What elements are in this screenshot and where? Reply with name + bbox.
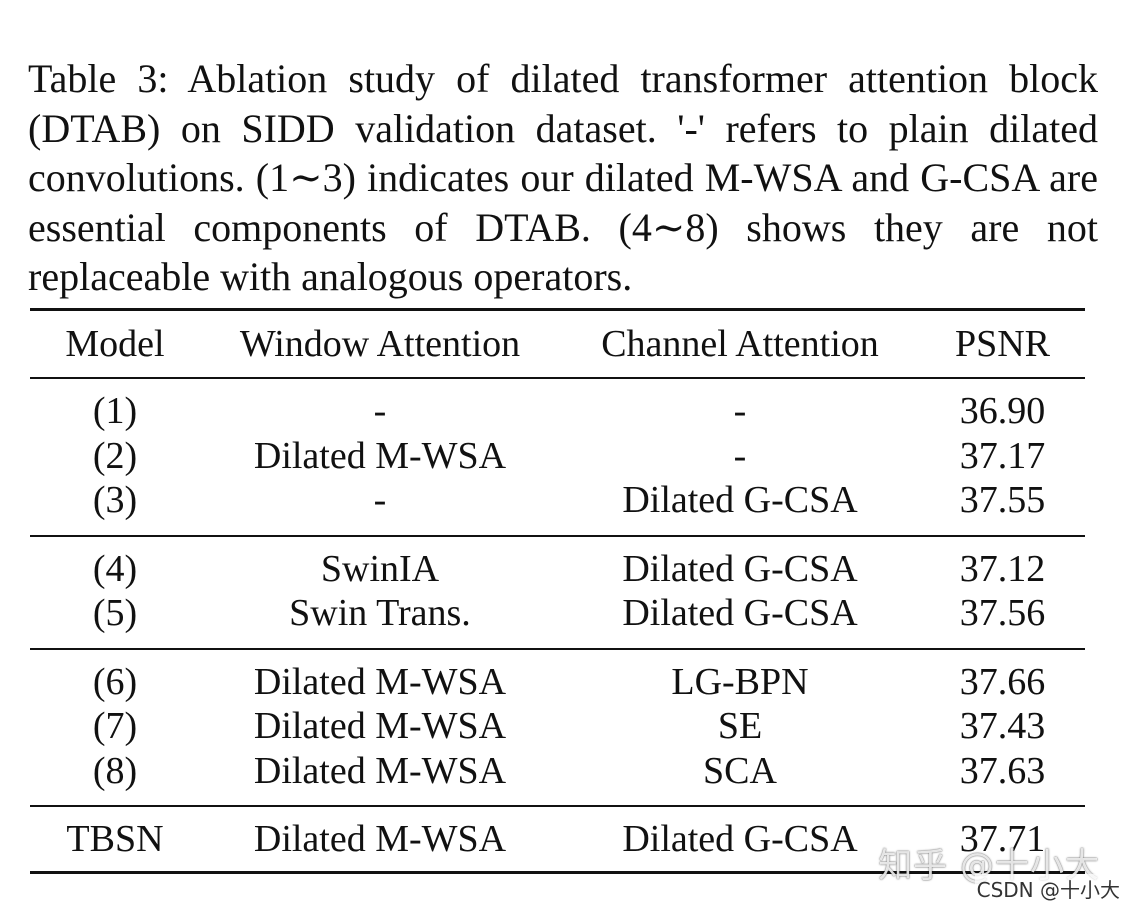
cell-channel-attention: - [733,390,747,432]
cell-channel-attention: - [733,434,747,477]
cell-window-attention: Dilated M-WSA [253,749,507,792]
table-caption: Table 3: Ablation study of dilated trans… [28,56,1098,299]
cell-channel-attention: SCA [703,749,777,792]
cell-psnr: 36.90 [959,390,1046,432]
cell-model: (1) [92,390,138,432]
cell-model: (2) [92,434,138,477]
group-window-replacements: (4) SwinIA Dilated G-CSA 37.12 (5) Swin … [30,536,1085,649]
table-row-final: TBSN Dilated M-WSA Dilated G-CSA 37.71 [30,806,1085,874]
cell-model: (5) [92,592,138,634]
cell-model: TBSN [30,806,200,874]
cell-psnr: 37.66 [959,660,1046,703]
group-essential-components: (1) - - 36.90 (2) Dilated M-WSA - 37.17 … [30,378,1085,536]
cell-model: (3) [92,479,138,521]
table-row: (4) SwinIA Dilated G-CSA 37.12 [30,536,1085,592]
group-final-model: TBSN Dilated M-WSA Dilated G-CSA 37.71 [30,806,1085,874]
cell-channel-attention: Dilated G-CSA [622,479,858,521]
table-row: (5) Swin Trans. Dilated G-CSA 37.56 [30,591,1085,649]
header-channel-attention: Channel Attention [560,308,920,379]
ablation-table-container: Model Window Attention Channel Attention… [30,308,1085,874]
cell-window-attention: - [373,479,387,521]
cell-window-attention: Dilated M-WSA [253,434,507,477]
cell-window-attention: Swin Trans. [289,592,471,634]
table-header-row: Model Window Attention Channel Attention… [30,308,1085,379]
cell-psnr: 37.63 [959,749,1046,792]
csdn-watermark: CSDN @十小大 [974,874,1122,903]
header-model: Model [30,308,200,379]
table-row: (3) - Dilated G-CSA 37.55 [30,478,1085,536]
cell-window-attention: SwinIA [320,547,440,590]
group-channel-replacements: (6) Dilated M-WSA LG-BPN 37.66 (7) Dilat… [30,649,1085,807]
cell-channel-attention: SE [717,705,763,747]
cell-window-attention: Dilated M-WSA [253,660,507,703]
table-row: (8) Dilated M-WSA SCA 37.63 [30,749,1085,807]
cell-model: (7) [92,705,138,747]
cell-window-attention: Dilated M-WSA [253,705,507,747]
ablation-table: Model Window Attention Channel Attention… [30,308,1085,874]
cell-channel-attention: Dilated G-CSA [622,547,858,590]
cell-psnr: 37.71 [920,806,1085,874]
cell-model: (6) [92,660,138,703]
table-row: (6) Dilated M-WSA LG-BPN 37.66 [30,649,1085,705]
cell-psnr: 37.12 [959,547,1046,590]
cell-psnr: 37.55 [959,479,1046,521]
cell-channel-attention: Dilated G-CSA [560,806,920,874]
cell-window-attention: Dilated M-WSA [200,806,560,874]
cell-psnr: 37.17 [959,434,1046,477]
header-window-attention: Window Attention [200,308,560,379]
cell-channel-attention: LG-BPN [671,660,809,703]
cell-model: (4) [92,547,138,590]
cell-model: (8) [92,749,138,792]
cell-psnr: 37.56 [959,592,1046,634]
table-row: (7) Dilated M-WSA SE 37.43 [30,704,1085,749]
cell-window-attention: - [373,390,387,432]
cell-channel-attention: Dilated G-CSA [622,592,858,634]
cell-psnr: 37.43 [959,705,1046,747]
header-psnr: PSNR [920,308,1085,379]
table-row: (1) - - 36.90 [30,378,1085,434]
table-row: (2) Dilated M-WSA - 37.17 [30,434,1085,479]
